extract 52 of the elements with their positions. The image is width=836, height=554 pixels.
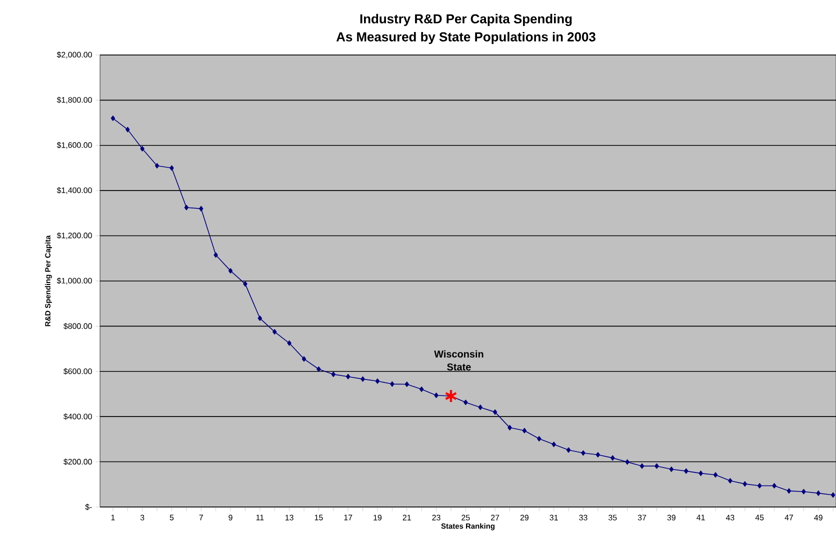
point: [243, 281, 248, 287]
point: [272, 329, 277, 335]
point: [772, 483, 776, 488]
point: [375, 378, 380, 384]
point: [154, 163, 160, 168]
point: [478, 404, 482, 410]
point: [360, 376, 365, 382]
point: [786, 488, 792, 494]
annotation: Wisconsin State: [434, 350, 484, 370]
point: [537, 436, 542, 442]
point: [140, 146, 144, 152]
point: [331, 372, 336, 378]
point: [728, 478, 732, 484]
point: [170, 165, 174, 171]
point: [302, 356, 306, 362]
point: [522, 428, 527, 434]
point: [816, 490, 820, 496]
point: [390, 381, 394, 387]
point: [199, 206, 204, 212]
point: [316, 366, 321, 372]
point: [669, 466, 674, 472]
point: [404, 382, 409, 387]
point: [684, 468, 688, 474]
point: [596, 452, 600, 458]
point: [581, 450, 586, 456]
point: [640, 463, 644, 469]
point: [258, 316, 262, 321]
point: [287, 340, 292, 346]
point: [713, 472, 718, 478]
point: [742, 481, 748, 487]
point: [419, 386, 424, 392]
point: [346, 374, 350, 380]
point: [228, 268, 233, 274]
point: [434, 392, 438, 398]
point: [610, 455, 615, 461]
point: [757, 483, 762, 488]
point: [492, 409, 498, 415]
point: [654, 463, 659, 469]
point: [566, 447, 571, 453]
point: [508, 424, 512, 430]
point: [802, 488, 806, 494]
point: [698, 470, 703, 476]
point: [444, 388, 458, 404]
point: [552, 442, 556, 448]
point: [110, 116, 116, 121]
point: [625, 459, 630, 465]
point: [464, 400, 468, 406]
chart-title: Industry R&D Per Capita Spending: [360, 14, 572, 26]
point: [184, 204, 189, 210]
point: [126, 126, 130, 132]
point: [214, 252, 218, 258]
chart-subtitle: As Measured by State Populations in 2003: [336, 32, 596, 44]
